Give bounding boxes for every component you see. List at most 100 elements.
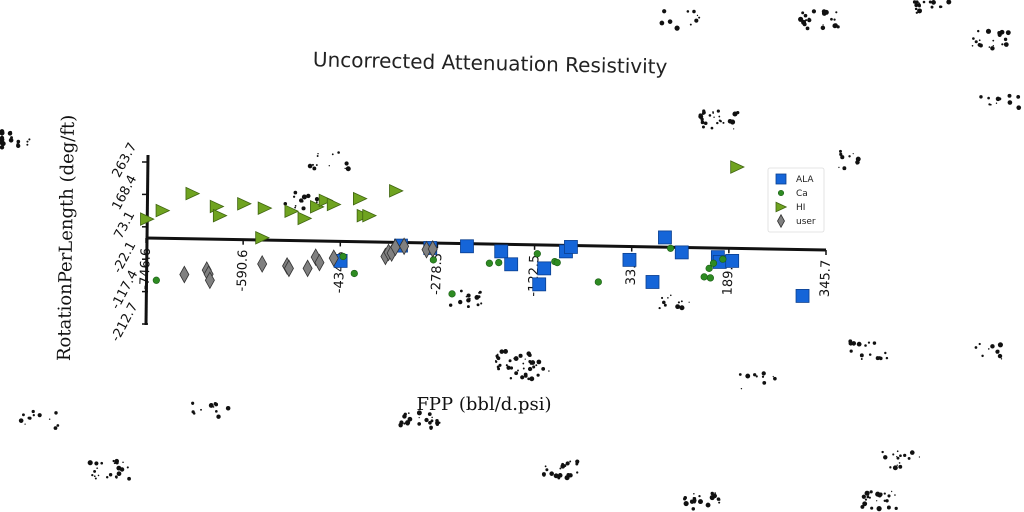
point-Ca-9: [553, 258, 561, 267]
noise-speck-17-9: [974, 40, 978, 44]
noise-speck-13-15: [542, 473, 546, 477]
point-HI-7: [257, 201, 273, 215]
noise-speck-8-9: [658, 306, 661, 310]
noise-speck-19-1: [424, 417, 429, 423]
noise-speck-2-22: [508, 359, 512, 363]
noise-speck-19-23: [403, 422, 406, 425]
point-HI-15: [362, 208, 378, 223]
noise-speck-7-13: [448, 303, 453, 307]
noise-speck-11-9: [214, 402, 219, 407]
noise-speck-18-15: [26, 140, 29, 143]
noise-speck-21-4: [316, 155, 319, 157]
noise-speck-5-11: [314, 196, 320, 202]
noise-speck-17-6: [972, 37, 975, 40]
noise-speck-14-23: [878, 492, 883, 497]
noise-speck-9-5: [872, 341, 877, 345]
noise-speck-17-7: [992, 45, 994, 47]
noise-speck-24-23: [699, 500, 703, 504]
noise-speck-1-7: [1007, 100, 1013, 105]
x-tick-label-0: -746.6: [138, 248, 154, 290]
noise-speck-19-13: [431, 416, 433, 419]
noise-speck-3-12: [535, 364, 538, 367]
noise-speck-13-13: [561, 462, 565, 466]
noise-speck-3-9: [517, 369, 519, 372]
noise-speck-16-7: [696, 14, 699, 17]
noise-speck-15-18: [805, 26, 810, 31]
noise-speck-15-10: [811, 9, 817, 14]
noise-speck-6-18: [703, 121, 708, 126]
noise-speck-9-16: [885, 356, 889, 360]
point-user-15: [399, 237, 410, 256]
noise-speck-14-11: [875, 491, 881, 497]
noise-speck-14-19: [866, 495, 870, 499]
noise-speck-20-5: [773, 377, 776, 380]
noise-speck-0-10: [915, 11, 918, 14]
noise-speck-12-16: [96, 467, 99, 469]
noise-speck-22-8: [855, 160, 860, 165]
noise-speck-14-7: [885, 499, 889, 503]
noise-speck-15-3: [802, 22, 807, 27]
noise-speck-2-17: [506, 365, 511, 370]
noise-speck-5-0: [301, 206, 306, 211]
point-user-4: [257, 255, 268, 273]
noise-speck-24-5: [710, 491, 714, 496]
noise-speck-19-17: [407, 412, 410, 414]
noise-speck-9-8: [875, 356, 880, 361]
point-ALA-5: [504, 257, 519, 272]
noise-speck-13-4: [576, 471, 579, 474]
noise-speck-4-1: [31, 409, 35, 414]
noise-speck-12-22: [93, 469, 97, 473]
y-axis-label: RotationPerLength (deg/ft): [54, 115, 79, 362]
noise-speck-6-13: [733, 128, 735, 130]
noise-speck-17-5: [1003, 37, 1008, 42]
noise-speck-23-15: [896, 456, 900, 460]
noise-speck-0-8: [946, 0, 950, 4]
noise-speck-17-18: [978, 39, 981, 42]
point-ALA-6: [532, 277, 547, 292]
noise-speck-3-16: [530, 360, 536, 365]
noise-speck-5-3: [306, 193, 311, 199]
noise-speck-3-3: [548, 370, 550, 372]
noise-speck-20-3: [761, 375, 765, 378]
noise-speck-18-7: [16, 139, 21, 144]
noise-speck-0-15: [917, 4, 921, 8]
noise-speck-0-9: [930, 5, 934, 9]
noise-speck-14-9: [883, 492, 886, 495]
noise-speck-2-18: [518, 353, 523, 358]
noise-speck-24-12: [692, 496, 695, 500]
noise-speck-13-11: [565, 461, 570, 466]
noise-speck-23-1: [896, 464, 898, 466]
noise-speck-10-4: [997, 353, 1003, 359]
noise-speck-8-6: [667, 297, 669, 299]
noise-speck-7-12: [469, 298, 471, 300]
noise-speck-9-14: [859, 353, 864, 358]
noise-speck-17-19: [1004, 42, 1007, 45]
noise-speck-1-1: [1016, 94, 1021, 99]
point-HI-2: [185, 186, 201, 201]
noise-speck-23-8: [899, 454, 902, 458]
noise-speck-17-15: [988, 46, 991, 48]
legend-label-Ca: Ca: [796, 189, 808, 199]
point-HI-5: [237, 196, 252, 211]
noise-speck-9-11: [868, 353, 872, 356]
noise-speck-23-11: [892, 453, 895, 456]
point-HI-4: [212, 208, 228, 223]
noise-speck-3-7: [527, 377, 531, 381]
noise-speck-4-6: [18, 418, 24, 423]
noise-speck-9-13: [856, 341, 862, 347]
noise-speck-9-6: [867, 341, 871, 344]
noise-speck-14-18: [894, 494, 896, 496]
markers: [140, 160, 810, 303]
point-HI-17: [730, 160, 745, 174]
point-user-10: [328, 249, 339, 268]
noise-speck-11-7: [208, 403, 214, 408]
noise-speck-4-2: [48, 418, 51, 420]
noise-speck-4-4: [27, 416, 31, 420]
noise-speck-24-17: [693, 498, 697, 503]
noise-speck-18-1: [0, 145, 5, 150]
noise-speck-17-20: [977, 43, 982, 47]
noise-speck-12-8: [119, 467, 125, 472]
noise-speck-13-18: [545, 468, 549, 472]
point-ALA-9: [564, 240, 578, 254]
noise-speck-16-0: [686, 10, 690, 13]
